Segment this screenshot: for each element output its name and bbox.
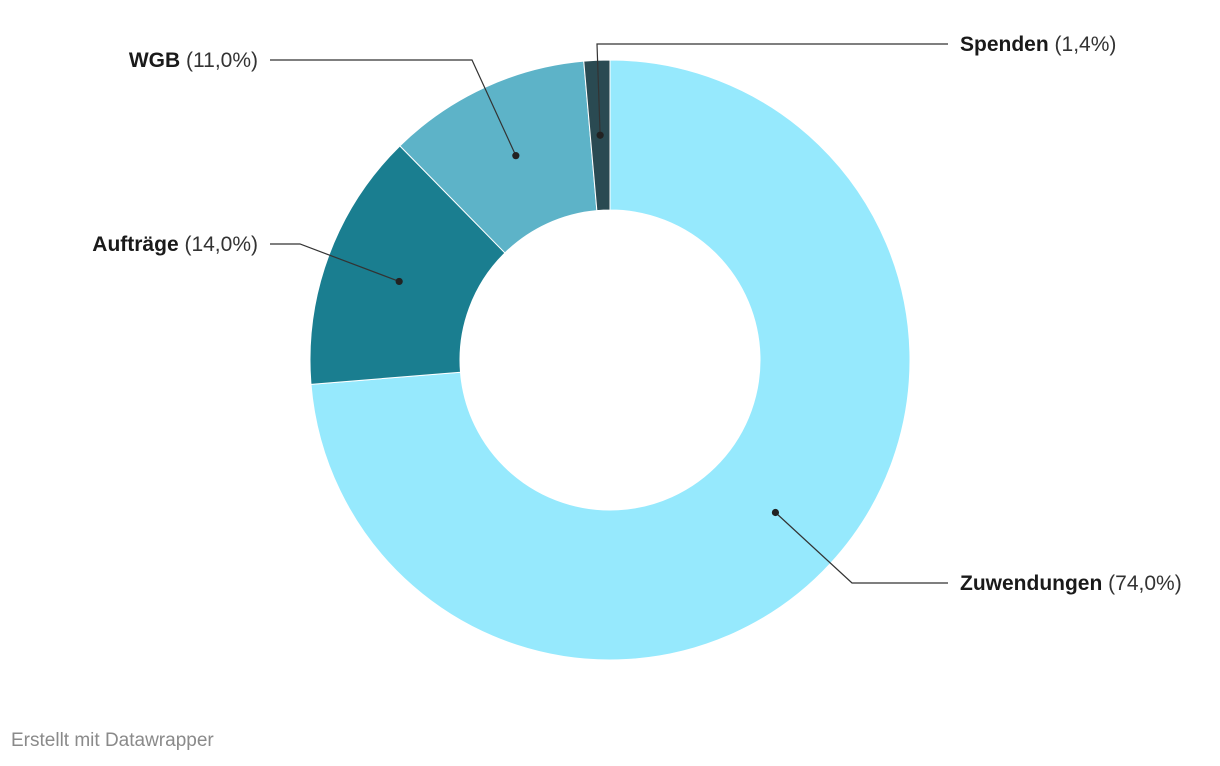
- label-wgb: WGB (11,0%): [129, 49, 258, 72]
- labels-layer: Zuwendungen (74,0%) Aufträge (14,0%) WGB (…: [92, 33, 1181, 595]
- leader-line-zuwendungen: [775, 512, 948, 584]
- leader-dot-zuwendungen: [771, 508, 780, 517]
- slice-zuwendungen[interactable]: [310, 59, 911, 661]
- label-value-wgb: (11,0%): [180, 49, 258, 72]
- leader-line-wgb: [270, 59, 517, 156]
- label-name-spenden: Spenden: [960, 33, 1049, 56]
- label-auftraege: Aufträge (14,0%): [92, 233, 258, 256]
- label-zuwendungen: Zuwendungen (74,0%): [960, 572, 1182, 595]
- leader-dot-auftraege: [395, 277, 403, 286]
- label-value-zuwendungen: (74,0%): [1102, 572, 1181, 595]
- leader-line-auftraege: [270, 243, 400, 282]
- leader-line-spenden: [596, 43, 948, 136]
- leader-dot-spenden: [596, 131, 604, 139]
- label-name-auftraege: Aufträge: [92, 233, 178, 256]
- label-value-spenden: (1,4%): [1049, 33, 1117, 56]
- slice-auftraege[interactable]: [309, 145, 506, 385]
- leader-lines-layer: [270, 43, 948, 584]
- label-name-wgb: WGB: [129, 49, 180, 72]
- label-value-auftraege: (14,0%): [179, 233, 258, 256]
- label-spenden: Spenden (1,4%): [960, 33, 1116, 56]
- leader-dot-wgb: [512, 152, 520, 160]
- label-name-zuwendungen: Zuwendungen: [960, 572, 1102, 595]
- credit-text[interactable]: Erstellt mit Datawrapper: [11, 730, 214, 751]
- slices-layer: [309, 59, 911, 661]
